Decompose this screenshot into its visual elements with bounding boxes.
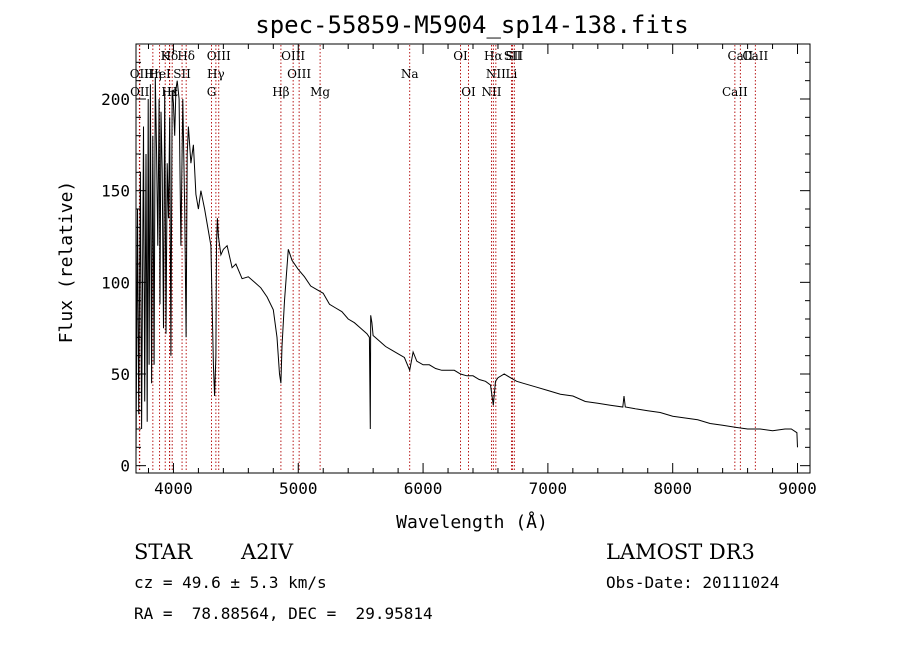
x-axis-label: Wavelength (Å) (396, 511, 548, 533)
spectral-line-label: CaII (727, 49, 753, 63)
spectral-line-label: OIII (287, 67, 311, 81)
spectral-line-label: Na (401, 67, 419, 81)
spectral-line-label: Hη (144, 67, 162, 81)
plot-frame (135, 43, 811, 474)
emission-lines-layer (138, 45, 756, 472)
spectral-line-label: Hβ (272, 85, 289, 99)
observation-date: Obs-Date: 20111024 (606, 573, 780, 592)
x-tick-label: 8000 (653, 479, 692, 498)
spectral-line-label: OII (130, 85, 150, 99)
y-tick-label: 200 (101, 90, 130, 109)
coordinates: RA = 78.88564, DEC = 29.95814 (134, 604, 433, 623)
y-tick-label: 0 (120, 457, 130, 476)
spectral-line-label: OII (130, 67, 150, 81)
spectral-line-label: OI (461, 85, 476, 99)
spectral-line-label: OIII (207, 49, 231, 63)
spectral-subclass: A2IV (241, 540, 293, 564)
x-tick-label: 5000 (279, 479, 318, 498)
spectral-line-label: Hδ (177, 49, 195, 63)
spectral-line-label: Li (506, 67, 518, 81)
redshift-value: cz = 49.6 ± 5.3 km/s (134, 573, 327, 592)
axis-ticks-layer: 4000 5000 6000 7000 8000 9000 0 50 100 150 200 (101, 44, 817, 498)
x-tick-label: 7000 (529, 479, 568, 498)
spectral-line-label: OI (453, 49, 468, 63)
spectral-line-label: Hγ (207, 67, 225, 81)
chart-title: spec-55859-M5904_sp14-138.fits (255, 11, 688, 39)
survey-name: LAMOST DR3 (606, 540, 755, 564)
spectral-line-label: CaII (742, 49, 768, 63)
spectral-line-label: SII (505, 49, 523, 63)
spectral-line-label: CaII (722, 85, 748, 99)
y-tick-label: 100 (101, 273, 130, 292)
spectral-line-label: SII (504, 49, 522, 63)
x-tick-label: 4000 (154, 479, 193, 498)
spectral-line-label: NII (486, 67, 506, 81)
x-tick-label: 9000 (778, 479, 817, 498)
spectrum-series-line (135, 76, 798, 457)
spectral-line-label: Mg (310, 85, 330, 99)
spectral-line-label: SII (173, 67, 191, 81)
spectral-line-label: G (207, 85, 217, 99)
spectral-line-label: OIII (281, 49, 305, 63)
x-tick-label: 6000 (404, 479, 443, 498)
y-axis-label: Flux (relative) (56, 181, 77, 344)
y-tick-label: 150 (101, 182, 130, 201)
spectral-line-label: Hε (161, 85, 178, 99)
spectral-line-label: NII (481, 85, 501, 99)
y-tick-label: 50 (111, 365, 130, 384)
spectral-line-label: Hα (484, 49, 503, 63)
spectral-line-label: K (161, 49, 171, 63)
spectral-line-label: HeI (148, 67, 171, 81)
object-class: STAR (134, 540, 193, 564)
